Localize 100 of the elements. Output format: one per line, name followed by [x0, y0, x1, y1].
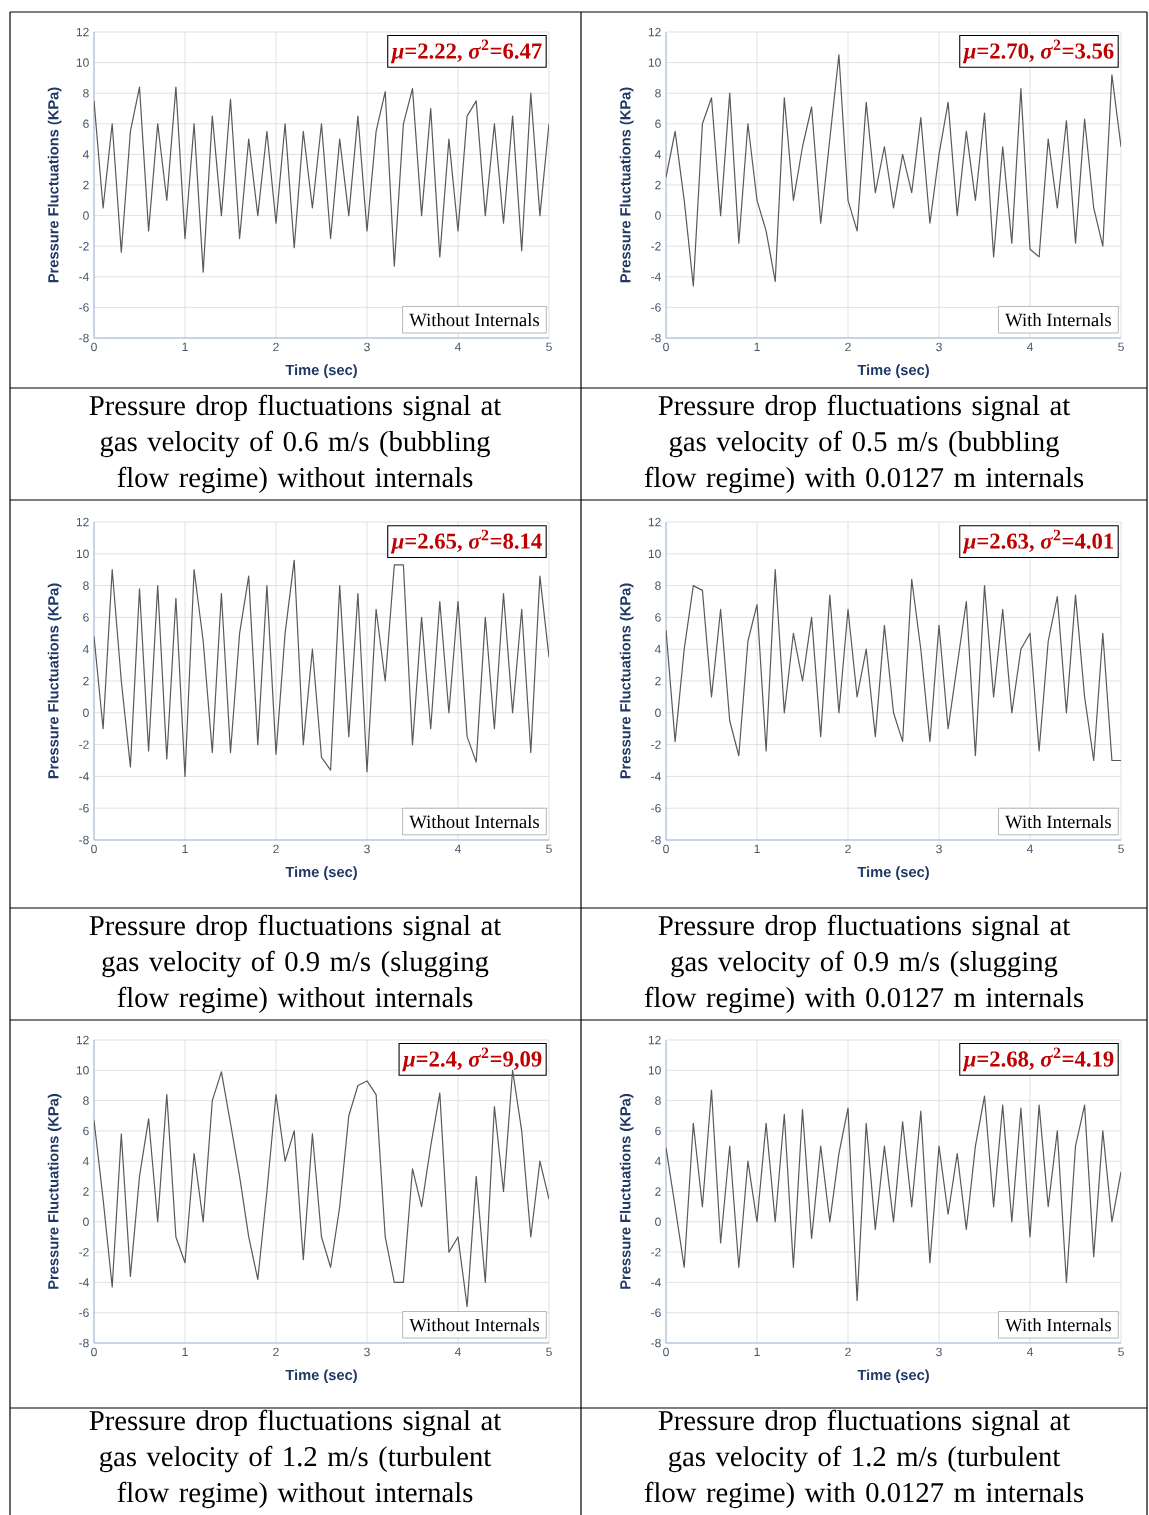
annotation: With Internals [1005, 313, 1111, 327]
y-axis-title: Pressure Fluctuations (KPa) [619, 1094, 634, 1289]
x-tick-label: 3 [364, 1347, 370, 1357]
y-tick-label: 10 [648, 549, 661, 559]
annotation: μ=2.70, σ$^{2}$=3.56 [962, 39, 1114, 64]
y-tick-label: 8 [655, 88, 661, 98]
x-tick-label: 5 [546, 342, 552, 352]
y-tick-label: 0 [655, 211, 661, 220]
y-tick-label: 12 [648, 1035, 661, 1045]
annotation: With Internals [1005, 814, 1111, 829]
annotation: μ=2.4, σ$^{2}$=9,09 [402, 1047, 542, 1072]
x-axis-title: Time (sec) [285, 866, 357, 881]
annotation: Without Internals [409, 814, 539, 829]
y-tick-label: 12 [76, 1035, 89, 1045]
x-axis-title: Time (sec) [857, 866, 929, 881]
y-tick-label: -6 [651, 803, 661, 813]
text: Pressure drop fluctuations signal at gas velocity of 0.9 m/s (slugging flow regime) without internals [89, 914, 502, 1014]
y-tick-label: 6 [655, 119, 661, 129]
x-tick-label: 4 [454, 1347, 461, 1356]
y-tick-label: -4 [79, 272, 89, 281]
text: Pressure drop fluctuations signal at gas velocity of 0.5 m/s (bubbling flow regime) with 0.0127 m internals [644, 394, 1084, 494]
y-tick-label: 8 [83, 581, 89, 590]
text: Pressure drop fluctuations signal at gas velocity of 0.6 m/s (bubbling flow regime) without internals [89, 394, 502, 494]
x-tick-label: 0 [91, 342, 97, 352]
x-tick-label: 3 [936, 342, 942, 352]
y-tick-label: 4 [654, 1157, 661, 1166]
y-tick-label: 4 [654, 645, 661, 654]
y-tick-label: 10 [76, 549, 89, 559]
y-tick-label: -2 [79, 242, 89, 251]
y-tick-label: 6 [83, 1126, 89, 1136]
text: Pressure drop fluctuations signal at gas velocity of 1.2 m/s (turbulent flow regime) without internals [89, 1409, 502, 1509]
x-tick-label: 3 [936, 1347, 942, 1357]
x-tick-label: 5 [1118, 844, 1124, 854]
y-tick-label: 2 [655, 180, 661, 190]
y-tick-label: 12 [76, 517, 89, 527]
x-axis-title: Time (sec) [285, 1369, 357, 1384]
x-tick-label: 2 [845, 1347, 851, 1357]
y-tick-label: 8 [655, 1096, 661, 1105]
x-tick-label: 0 [663, 342, 669, 352]
x-axis-title: Time (sec) [285, 364, 357, 379]
x-tick-label: 4 [454, 844, 461, 853]
y-axis-title: Pressure Fluctuations (KPa) [619, 583, 634, 779]
y-tick-label: 0 [655, 708, 661, 718]
y-tick-label: -8 [651, 835, 661, 845]
line-series [666, 569, 1122, 762]
x-tick-label: 2 [273, 844, 279, 854]
y-tick-label: 0 [655, 1217, 661, 1227]
y-tick-label: 6 [655, 613, 661, 622]
y-tick-label: -6 [651, 1308, 661, 1317]
y-tick-label: 10 [648, 1066, 661, 1075]
y-tick-label: -8 [651, 333, 661, 343]
y-tick-label: -2 [79, 1247, 89, 1257]
y-tick-label: -4 [651, 272, 661, 281]
y-tick-label: 4 [654, 150, 661, 159]
y-tick-label: -8 [79, 1338, 89, 1348]
y-tick-label: 0 [83, 1217, 89, 1227]
y-tick-label: 8 [655, 581, 661, 590]
y-tick-label: 10 [76, 58, 89, 67]
y-tick-label: 10 [648, 58, 661, 67]
y-tick-label: -6 [79, 303, 89, 312]
y-axis-title: Pressure Fluctuations (KPa) [47, 87, 62, 283]
y-tick-label: -6 [79, 803, 89, 813]
y-tick-label: 4 [82, 1157, 89, 1166]
y-tick-label: -2 [651, 740, 661, 749]
y-tick-label: -4 [79, 1278, 89, 1287]
x-tick-label: 2 [845, 342, 851, 352]
y-tick-label: 8 [83, 88, 89, 98]
text: Pressure drop fluctuations signal at gas velocity of 1.2 m/s (turbulent flow regime) with 0.0127 m internals [644, 1409, 1084, 1509]
line-series [666, 1089, 1122, 1302]
y-tick-label: -4 [651, 772, 661, 781]
y-tick-label: 6 [83, 119, 89, 129]
y-tick-label: 2 [655, 676, 661, 686]
y-tick-label: 0 [83, 708, 89, 718]
annotation: With Internals [1005, 1318, 1111, 1332]
y-tick-label: 6 [655, 1126, 661, 1136]
y-tick-label: -4 [79, 772, 89, 781]
y-tick-label: 12 [76, 27, 89, 37]
x-axis-title: Time (sec) [857, 1369, 929, 1384]
x-tick-label: 2 [273, 1347, 279, 1357]
y-tick-label: 2 [83, 676, 89, 686]
text: Pressure drop fluctuations signal at gas velocity of 0.9 m/s (slugging flow regime) with 0.0127 m internals [644, 914, 1084, 1014]
annotation: Without Internals [409, 313, 539, 327]
y-tick-label: 12 [648, 517, 661, 527]
annotation: Without Internals [409, 1318, 539, 1332]
y-tick-label: -8 [79, 835, 89, 845]
y-tick-label: 8 [83, 1096, 89, 1105]
y-tick-label: 2 [83, 1187, 89, 1196]
y-tick-label: -8 [79, 333, 89, 343]
y-tick-label: 12 [648, 27, 661, 37]
x-tick-label: 1 [754, 342, 760, 351]
y-tick-label: -8 [651, 1338, 661, 1348]
x-tick-label: 3 [364, 844, 370, 854]
x-tick-label: 0 [91, 1347, 97, 1357]
annotation: μ=2.68, σ$^{2}$=4.19 [962, 1047, 1114, 1072]
y-tick-label: -6 [79, 1308, 89, 1317]
x-tick-label: 0 [663, 844, 669, 854]
x-tick-label: 4 [1026, 342, 1033, 351]
y-tick-label: 2 [655, 1187, 661, 1196]
x-tick-label: 0 [91, 844, 97, 854]
y-tick-label: -6 [651, 303, 661, 312]
